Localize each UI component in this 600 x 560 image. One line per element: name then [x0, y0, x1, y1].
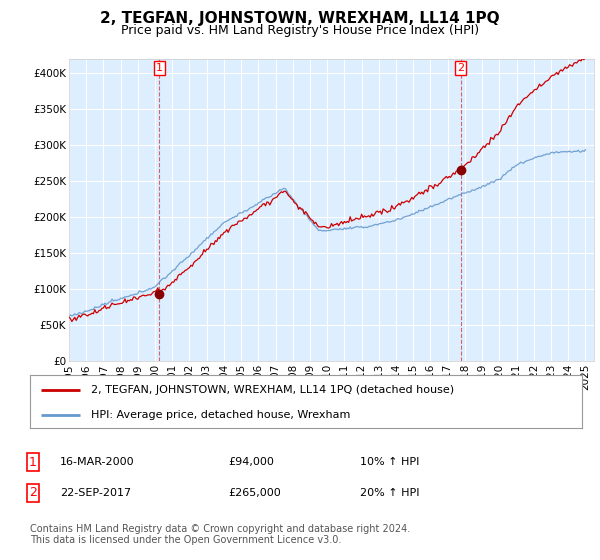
Text: 2: 2 — [29, 486, 37, 500]
Text: 1: 1 — [29, 455, 37, 469]
Text: 16-MAR-2000: 16-MAR-2000 — [60, 457, 134, 467]
Text: £265,000: £265,000 — [228, 488, 281, 498]
Text: Price paid vs. HM Land Registry's House Price Index (HPI): Price paid vs. HM Land Registry's House … — [121, 24, 479, 36]
Text: 2: 2 — [457, 63, 464, 73]
Text: Contains HM Land Registry data © Crown copyright and database right 2024.
This d: Contains HM Land Registry data © Crown c… — [30, 524, 410, 545]
Text: 20% ↑ HPI: 20% ↑ HPI — [360, 488, 419, 498]
Text: 22-SEP-2017: 22-SEP-2017 — [60, 488, 131, 498]
Text: £94,000: £94,000 — [228, 457, 274, 467]
Text: HPI: Average price, detached house, Wrexham: HPI: Average price, detached house, Wrex… — [91, 410, 350, 420]
Text: 2, TEGFAN, JOHNSTOWN, WREXHAM, LL14 1PQ: 2, TEGFAN, JOHNSTOWN, WREXHAM, LL14 1PQ — [100, 11, 500, 26]
Text: 1: 1 — [156, 63, 163, 73]
Text: 2, TEGFAN, JOHNSTOWN, WREXHAM, LL14 1PQ (detached house): 2, TEGFAN, JOHNSTOWN, WREXHAM, LL14 1PQ … — [91, 385, 454, 395]
Text: 10% ↑ HPI: 10% ↑ HPI — [360, 457, 419, 467]
